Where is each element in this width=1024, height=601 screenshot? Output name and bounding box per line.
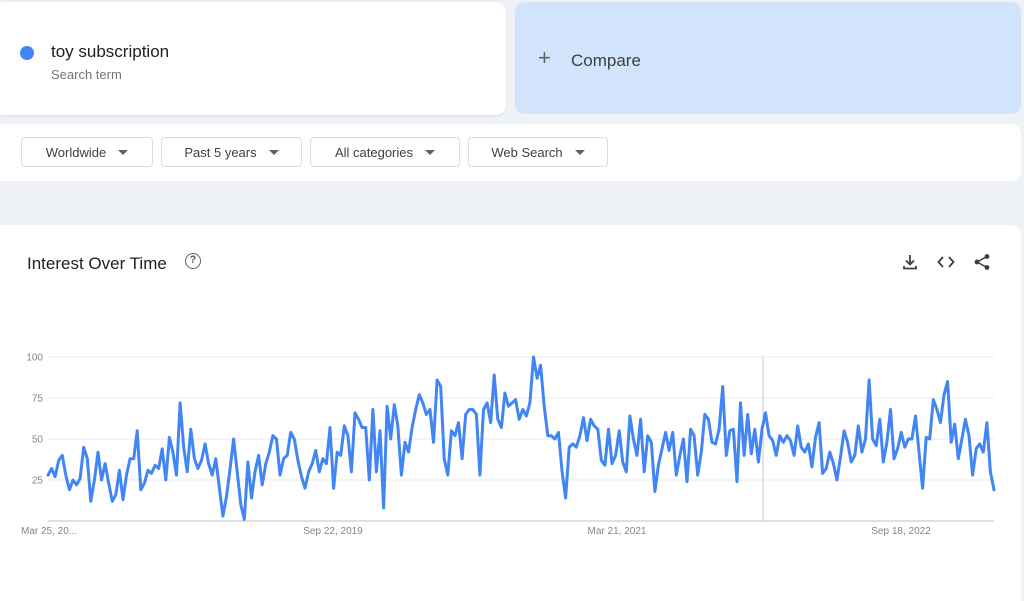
interest-line-chart: 25 50 75 100 Mar 25, 20... Sep 22, 2019 Mar 21… (21, 353, 996, 537)
y-tick-label: 25 (32, 476, 44, 487)
embed-code-icon[interactable] (936, 252, 956, 272)
category-filter-label: All categories (334, 144, 414, 160)
search-term-name[interactable]: toy subscription (51, 42, 170, 61)
y-tick-label: 50 (32, 435, 44, 446)
plus-icon: + (538, 45, 551, 70)
search-type-filter-dropdown[interactable]: Web Search (468, 137, 608, 167)
chart-title: Interest Over Time (27, 254, 167, 273)
share-icon[interactable] (972, 252, 992, 272)
x-tick-label: Sep 22, 2019 (303, 526, 363, 537)
x-tick-label: Sep 18, 2022 (871, 526, 931, 537)
x-tick-label: Mar 21, 2021 (588, 526, 647, 537)
compare-label: Compare (571, 51, 641, 70)
caret-down-icon (118, 149, 129, 155)
caret-down-icon (268, 149, 279, 155)
y-tick-label: 75 (32, 394, 44, 405)
category-filter-dropdown[interactable]: All categories (310, 137, 460, 167)
series-line (46, 355, 996, 521)
caret-down-icon (425, 149, 436, 155)
caret-down-icon (574, 149, 585, 155)
compare-button[interactable]: + Compare (515, 2, 1021, 114)
series-color-dot (20, 46, 34, 60)
filter-bar: Worldwide Past 5 years All categories We… (0, 124, 1021, 181)
search-type-filter-label: Web Search (491, 144, 563, 160)
download-icon[interactable] (900, 252, 920, 272)
interest-over-time-card: Interest Over Time ? 25 50 75 100 Mar 25, 20… (0, 225, 1021, 601)
y-tick-label: 100 (26, 353, 43, 364)
time-range-filter-label: Past 5 years (184, 144, 257, 160)
search-term-card[interactable]: toy subscription Search term (0, 2, 506, 115)
x-tick-label: Mar 25, 20... (21, 526, 77, 537)
region-filter-label: Worldwide (45, 144, 107, 160)
search-term-type: Search term (51, 67, 122, 82)
region-filter-dropdown[interactable]: Worldwide (21, 137, 153, 167)
help-icon[interactable]: ? (185, 253, 201, 269)
time-range-filter-dropdown[interactable]: Past 5 years (161, 137, 302, 167)
